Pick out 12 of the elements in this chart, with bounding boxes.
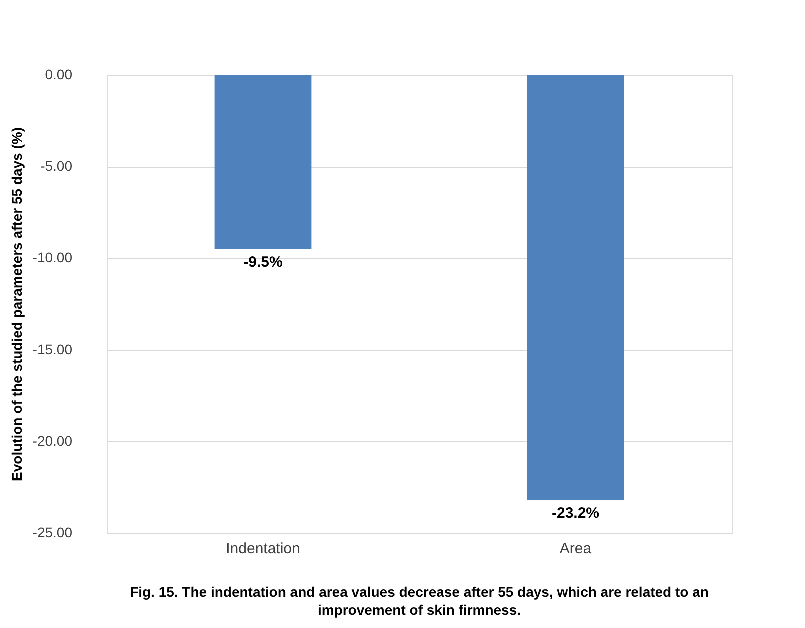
y-tick-label: -25.00 [32,524,73,540]
y-tick-label: -15.00 [32,341,73,358]
caption: Fig. 15. The indentation and area values decrease after 55 days, which are related to an improvement of skin firmness. [130,584,709,618]
x-tick-label: Area [560,540,592,558]
y-axis-title: Evolution of the studied parameters after 55 days (%) [8,128,25,482]
y-tick-label: -10.00 [32,250,73,266]
data-label: -9.5% [244,254,283,272]
x-tick-label: Indentation [226,540,300,558]
y-tick-label: -20.00 [32,432,73,449]
data-label: -23.2% [552,505,600,522]
y-tick-label: -5.00 [40,158,73,174]
y-tick-label: 0.00 [45,66,73,82]
